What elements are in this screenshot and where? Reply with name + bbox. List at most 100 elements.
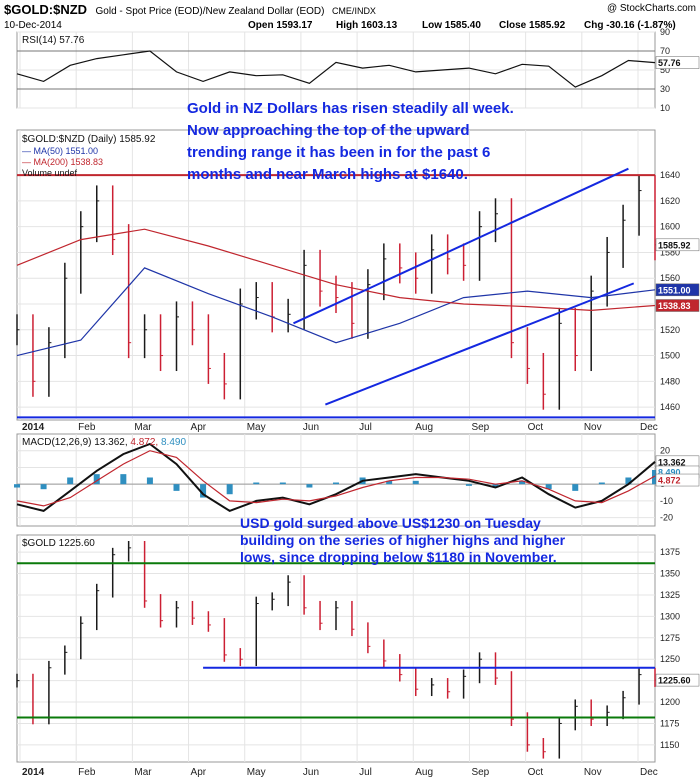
month-label: Mar bbox=[134, 767, 152, 778]
y-tick-label: 1150 bbox=[660, 740, 679, 750]
macd-histogram-bar bbox=[279, 482, 286, 485]
volume-legend: Volume undef bbox=[22, 168, 78, 178]
nzd-annotation-line: Now approaching the top of the upward bbox=[187, 122, 470, 139]
month-label: Oct bbox=[528, 422, 544, 433]
panel-frame-1 bbox=[16, 129, 656, 421]
month-label: Feb bbox=[78, 767, 96, 778]
macd-histogram-bar bbox=[652, 469, 658, 485]
macd-label: MACD(12,26,9) 13.362, 4.872, 8.490 bbox=[22, 437, 186, 448]
ma50-legend: — MA(50) 1551.00 bbox=[22, 146, 98, 156]
y-tick-label: 50 bbox=[660, 65, 670, 75]
y-tick-label: 1250 bbox=[660, 654, 680, 664]
y-tick-label: 10 bbox=[660, 103, 670, 113]
month-label: 2014 bbox=[22, 767, 45, 778]
ma200-last-tag-box bbox=[655, 299, 700, 312]
y-tick-label: -20 bbox=[660, 513, 673, 523]
y-tick-label: 1275 bbox=[660, 633, 680, 643]
month-label: Oct bbox=[528, 767, 544, 778]
month-label: May bbox=[247, 767, 266, 778]
usd-annotation-line: lows, since dropping below $1180 in Nove… bbox=[240, 549, 557, 565]
nzd-annotation-line: trending range it has been in for the pa… bbox=[187, 144, 490, 161]
y-tick-label: 1580 bbox=[660, 247, 680, 257]
ma200-line bbox=[16, 228, 656, 312]
price-legend-label: $GOLD:$NZD (Daily) 1585.92 bbox=[22, 134, 156, 145]
ma50-last-tag: 1551.00 bbox=[658, 285, 691, 295]
macd-histogram-bar bbox=[226, 484, 233, 495]
high-value: High 1603.13 bbox=[336, 20, 398, 31]
y-tick-label: 1560 bbox=[660, 273, 680, 283]
rsi-label: RSI(14) 57.76 bbox=[22, 35, 85, 46]
macd-histogram-bar bbox=[67, 477, 74, 485]
month-label: Nov bbox=[584, 422, 602, 433]
macd-signal-tag: 4.872 bbox=[658, 476, 681, 486]
channel-upper-line bbox=[293, 167, 629, 325]
month-label: Sep bbox=[471, 422, 489, 433]
month-label: May bbox=[247, 422, 266, 433]
macd-signal-line bbox=[16, 450, 656, 507]
open-value: Open 1593.17 bbox=[248, 20, 313, 31]
usd-last-tag-box bbox=[655, 673, 700, 687]
macd-signal-tag-box bbox=[655, 473, 700, 487]
macd-hist-tag: 8.490 bbox=[658, 467, 681, 477]
macd-line bbox=[16, 442, 656, 513]
y-tick-label: 1200 bbox=[660, 697, 680, 707]
y-tick-label: 70 bbox=[660, 46, 670, 56]
macd-last-tag: 13.362 bbox=[658, 457, 686, 467]
month-label: Jul bbox=[359, 767, 372, 778]
month-label: Dec bbox=[640, 767, 658, 778]
macd-histogram-bar bbox=[173, 484, 180, 491]
month-label: Mar bbox=[134, 422, 152, 433]
y-tick-label: 1500 bbox=[660, 351, 680, 361]
panel-frame-3 bbox=[16, 534, 656, 763]
nzd-annotation-line: months and near March highs at $1640. bbox=[187, 166, 468, 183]
month-label: 2014 bbox=[22, 422, 45, 433]
month-label: Aug bbox=[415, 422, 433, 433]
macd-histogram-bar bbox=[545, 484, 552, 490]
close-value: Close 1585.92 bbox=[499, 20, 566, 31]
usd-annotation-line: building on the series of higher highs a… bbox=[240, 532, 566, 548]
y-tick-label: -10 bbox=[660, 496, 673, 506]
symbol-title: $GOLD:$NZD bbox=[4, 2, 88, 17]
macd-histogram-bar bbox=[572, 484, 579, 491]
macd-signal-value: 4.872, bbox=[130, 437, 161, 448]
y-tick-label: 1300 bbox=[660, 611, 680, 621]
month-label: Apr bbox=[191, 767, 207, 778]
chart-header: $GOLD:$NZD Gold - Spot Price (EOD)/New Z… bbox=[4, 1, 696, 31]
month-label: Jun bbox=[303, 422, 319, 433]
rsi-last-tag-box bbox=[655, 56, 700, 69]
macd-histogram-bar bbox=[492, 484, 499, 488]
macd-histogram-bar bbox=[625, 477, 632, 485]
macd-histogram-bar bbox=[306, 484, 313, 488]
month-label: Jun bbox=[303, 767, 319, 778]
nzd-annotation-line: Gold in NZ Dollars has risen steadily al… bbox=[187, 100, 514, 117]
macd-histogram-bar bbox=[253, 482, 260, 485]
ma200-legend: — MA(200) 1538.83 bbox=[22, 157, 103, 167]
macd-histogram-bar bbox=[519, 480, 526, 485]
y-tick-label: 20 bbox=[660, 446, 670, 456]
macd-histogram-bar bbox=[465, 484, 472, 486]
price-last-tag: 1585.92 bbox=[658, 240, 691, 250]
macd-value: 13.362, bbox=[94, 437, 130, 448]
ma50-line bbox=[16, 267, 656, 357]
month-label: Jul bbox=[359, 422, 372, 433]
y-tick-label: 1325 bbox=[660, 590, 680, 600]
y-tick-label: 1640 bbox=[660, 170, 680, 180]
change-value: Chg -30.16 (-1.87%) bbox=[584, 20, 676, 31]
y-tick-label: 1480 bbox=[660, 376, 680, 386]
month-label: Feb bbox=[78, 422, 96, 433]
symbol-source: CME/INDX bbox=[331, 6, 376, 16]
low-value: Low 1585.40 bbox=[422, 20, 481, 31]
macd-histogram-bar bbox=[333, 482, 339, 485]
macd-histogram-bar bbox=[200, 484, 207, 498]
y-tick-label: 1350 bbox=[660, 569, 680, 579]
month-label: Sep bbox=[471, 767, 489, 778]
macd-histogram-bar bbox=[412, 480, 419, 485]
macd-histogram-bar bbox=[386, 480, 393, 485]
rsi-line bbox=[16, 50, 656, 88]
month-label: Aug bbox=[415, 767, 433, 778]
macd-histogram-bar bbox=[146, 477, 153, 485]
ma200-last-tag: 1538.83 bbox=[658, 301, 691, 311]
macd-histogram-bar bbox=[14, 484, 20, 488]
